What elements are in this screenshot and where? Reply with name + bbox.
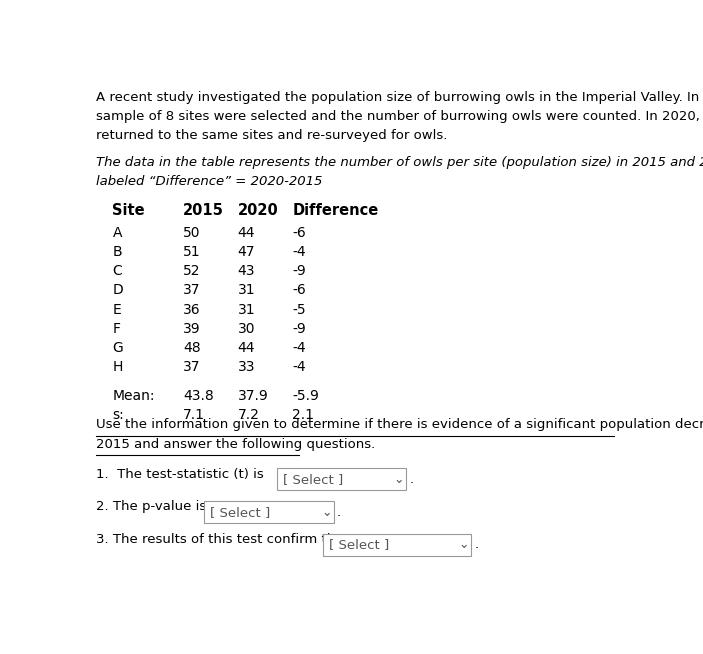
Text: returned to the same sites and re-surveyed for owls.: returned to the same sites and re-survey… <box>96 129 447 143</box>
Text: -5: -5 <box>292 303 306 317</box>
Text: labeled “Difference” = 2020-2015: labeled “Difference” = 2020-2015 <box>96 175 323 188</box>
Text: 31: 31 <box>238 303 255 317</box>
Text: 47: 47 <box>238 245 255 259</box>
Text: -5.9: -5.9 <box>292 389 319 403</box>
Text: -9: -9 <box>292 322 306 336</box>
Text: 2020: 2020 <box>238 203 278 218</box>
Text: ⌄: ⌄ <box>458 538 469 551</box>
Text: Use the information given to determine if there is evidence of a significant pop: Use the information given to determine i… <box>96 419 703 432</box>
Text: 37: 37 <box>183 360 201 374</box>
Text: A recent study investigated the population size of burrowing owls in the Imperia: A recent study investigated the populati… <box>96 91 703 104</box>
Text: .: . <box>409 473 413 486</box>
Text: 51: 51 <box>183 245 201 259</box>
Text: Difference: Difference <box>292 203 378 218</box>
Text: -6: -6 <box>292 226 306 240</box>
Text: Site: Site <box>112 203 145 218</box>
Text: -9: -9 <box>292 264 306 279</box>
Text: -4: -4 <box>292 245 306 259</box>
Text: F: F <box>112 322 120 336</box>
Text: sample of 8 sites were selected and the number of burrowing owls were counted. I: sample of 8 sites were selected and the … <box>96 111 703 123</box>
Text: The data in the table represents the number of owls per site (population size) i: The data in the table represents the num… <box>96 156 703 169</box>
Text: 2015 and answer the following questions.: 2015 and answer the following questions. <box>96 438 375 451</box>
Text: 36: 36 <box>183 303 201 317</box>
Text: ⌄: ⌄ <box>321 506 332 519</box>
Text: 43.8: 43.8 <box>183 389 214 403</box>
Text: B: B <box>112 245 122 259</box>
Text: [ Select ]: [ Select ] <box>210 506 271 519</box>
FancyBboxPatch shape <box>205 501 334 523</box>
Text: 2015: 2015 <box>183 203 224 218</box>
Text: [ Select ]: [ Select ] <box>283 473 343 486</box>
Text: 30: 30 <box>238 322 255 336</box>
Text: 1.  The test-statistic (t) is: 1. The test-statistic (t) is <box>96 468 264 481</box>
Text: 2. The p-value is: 2. The p-value is <box>96 500 206 513</box>
Text: [ Select ]: [ Select ] <box>329 538 389 551</box>
Text: 43: 43 <box>238 264 255 279</box>
Text: 37: 37 <box>183 283 201 298</box>
Text: H: H <box>112 360 123 374</box>
FancyBboxPatch shape <box>323 534 471 556</box>
Text: 31: 31 <box>238 283 255 298</box>
Text: E: E <box>112 303 121 317</box>
Text: 3. The results of this test confirm that: 3. The results of this test confirm that <box>96 533 349 546</box>
Text: 44: 44 <box>238 226 255 240</box>
Text: D: D <box>112 283 123 298</box>
Text: -4: -4 <box>292 360 306 374</box>
Text: 50: 50 <box>183 226 201 240</box>
Text: -6: -6 <box>292 283 306 298</box>
Text: 44: 44 <box>238 341 255 355</box>
Text: Mean:: Mean: <box>112 389 155 403</box>
Text: -4: -4 <box>292 341 306 355</box>
Text: A: A <box>112 226 122 240</box>
Text: 2.1: 2.1 <box>292 408 314 422</box>
Text: G: G <box>112 341 123 355</box>
Text: 7.1: 7.1 <box>183 408 205 422</box>
Text: ⌄: ⌄ <box>394 473 404 486</box>
Text: 33: 33 <box>238 360 255 374</box>
Text: .: . <box>474 538 478 551</box>
Text: .: . <box>337 506 341 519</box>
Text: s:: s: <box>112 408 124 422</box>
Text: C: C <box>112 264 122 279</box>
Text: 52: 52 <box>183 264 201 279</box>
Text: 37.9: 37.9 <box>238 389 269 403</box>
Text: 39: 39 <box>183 322 201 336</box>
Text: 7.2: 7.2 <box>238 408 259 422</box>
FancyBboxPatch shape <box>277 468 406 490</box>
Text: 48: 48 <box>183 341 201 355</box>
